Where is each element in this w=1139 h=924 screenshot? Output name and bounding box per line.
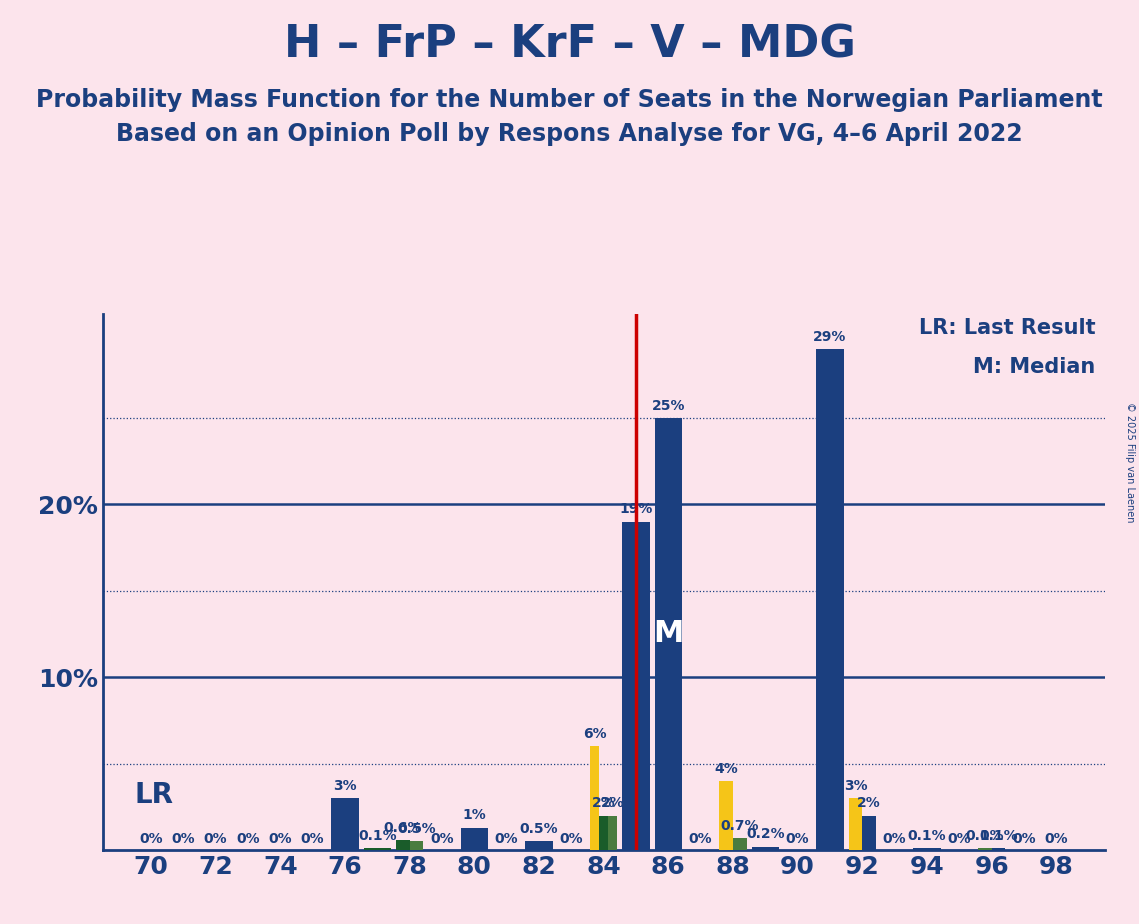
Bar [396, 840, 410, 850]
Text: 0%: 0% [269, 832, 292, 845]
Bar [978, 848, 992, 850]
Text: 0%: 0% [786, 832, 810, 845]
Text: 0%: 0% [1013, 832, 1035, 845]
Text: 0.5%: 0.5% [519, 822, 558, 836]
Bar [331, 798, 359, 850]
Bar [719, 781, 734, 850]
Text: 0%: 0% [883, 832, 907, 845]
Text: 0.1%: 0.1% [980, 829, 1018, 844]
Text: 29%: 29% [813, 330, 846, 344]
Bar [622, 522, 649, 850]
Text: 0%: 0% [301, 832, 325, 845]
Bar [992, 848, 1006, 850]
Text: 2%: 2% [592, 796, 615, 810]
Bar [817, 348, 844, 850]
Bar [525, 842, 552, 850]
Text: LR: LR [134, 781, 174, 808]
Text: M: M [653, 619, 683, 649]
Text: 19%: 19% [620, 503, 653, 517]
Bar [590, 747, 599, 850]
Text: 0%: 0% [559, 832, 583, 845]
Text: H – FrP – KrF – V – MDG: H – FrP – KrF – V – MDG [284, 23, 855, 67]
Text: Probability Mass Function for the Number of Seats in the Norwegian Parliament: Probability Mass Function for the Number… [36, 88, 1103, 112]
Text: 0%: 0% [494, 832, 518, 845]
Text: 3%: 3% [334, 779, 357, 793]
Text: 6%: 6% [583, 727, 606, 741]
Bar [363, 848, 391, 850]
Bar [655, 418, 682, 850]
Text: 0%: 0% [236, 832, 260, 845]
Bar [752, 846, 779, 850]
Bar [734, 838, 747, 850]
Text: 3%: 3% [844, 779, 867, 793]
Text: 0%: 0% [204, 832, 228, 845]
Bar [849, 798, 862, 850]
Text: 0%: 0% [948, 832, 972, 845]
Text: 2%: 2% [858, 796, 882, 810]
Text: 0%: 0% [431, 832, 453, 845]
Text: 0.6%: 0.6% [384, 821, 423, 834]
Text: 1%: 1% [462, 808, 486, 822]
Text: 0.7%: 0.7% [721, 819, 759, 833]
Bar [460, 828, 489, 850]
Text: 0%: 0% [689, 832, 713, 845]
Text: 25%: 25% [652, 398, 685, 413]
Text: © 2025 Filip van Laenen: © 2025 Filip van Laenen [1125, 402, 1134, 522]
Bar [913, 848, 941, 850]
Text: Based on an Opinion Poll by Respons Analyse for VG, 4–6 April 2022: Based on an Opinion Poll by Respons Anal… [116, 122, 1023, 146]
Bar [410, 842, 424, 850]
Bar [599, 816, 608, 850]
Text: LR: Last Result: LR: Last Result [918, 318, 1095, 337]
Bar [608, 816, 617, 850]
Text: 0.2%: 0.2% [746, 827, 785, 842]
Text: 2%: 2% [601, 796, 624, 810]
Text: 0.5%: 0.5% [398, 822, 436, 836]
Text: 4%: 4% [714, 761, 738, 776]
Text: 0%: 0% [1044, 832, 1068, 845]
Text: 0%: 0% [172, 832, 195, 845]
Text: 0%: 0% [139, 832, 163, 845]
Text: M: Median: M: Median [973, 358, 1095, 377]
Text: 0.1%: 0.1% [908, 829, 947, 844]
Text: 0.1%: 0.1% [358, 829, 396, 844]
Bar [862, 816, 876, 850]
Text: 0.1%: 0.1% [966, 829, 1005, 844]
